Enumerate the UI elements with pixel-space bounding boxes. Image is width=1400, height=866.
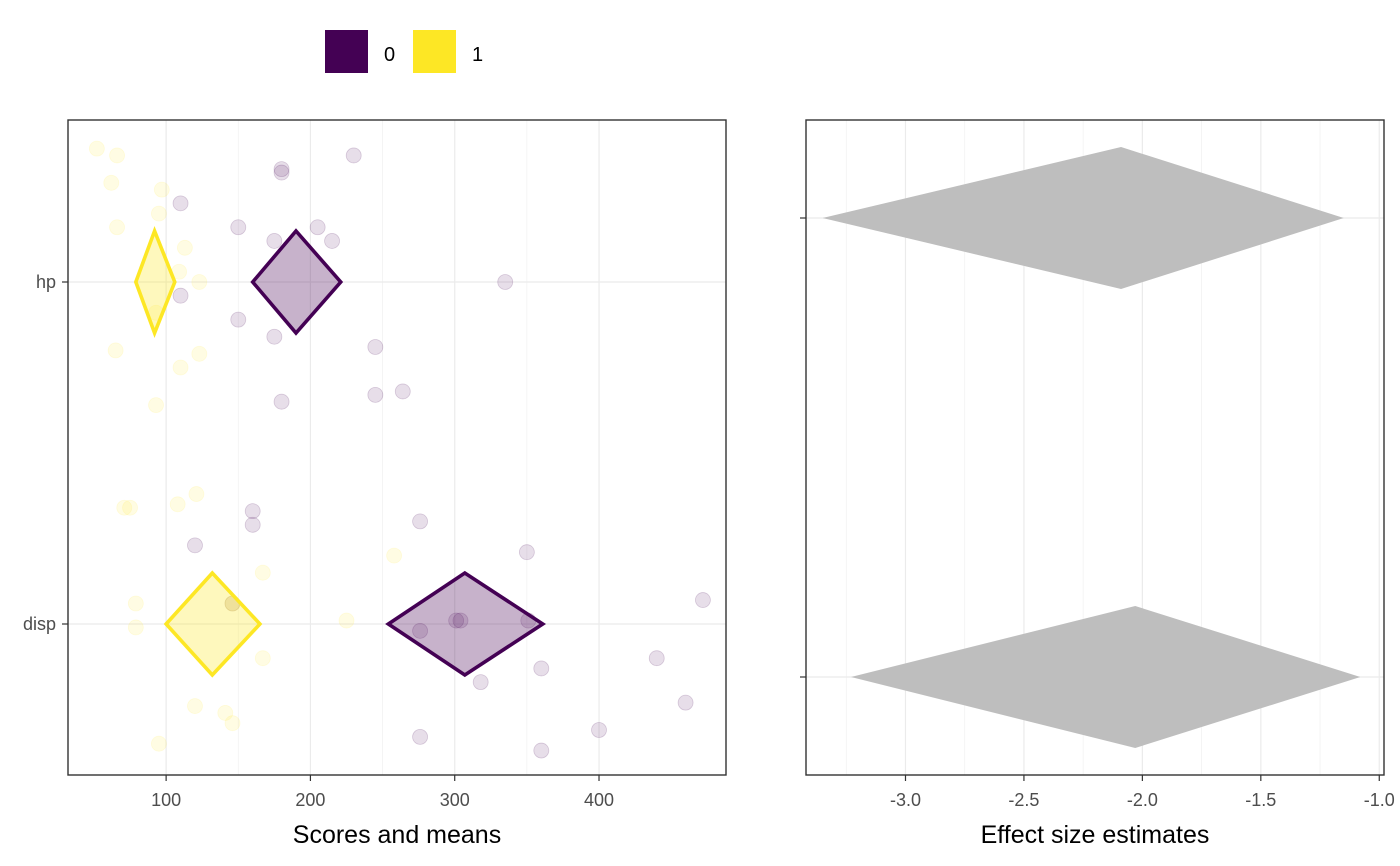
effect-size-y-axis xyxy=(800,217,806,678)
score-point xyxy=(148,397,164,414)
score-point xyxy=(230,311,247,328)
score-point xyxy=(172,195,189,212)
score-point xyxy=(122,499,138,516)
legend-key-0 xyxy=(325,30,368,73)
score-point xyxy=(412,728,428,745)
score-point xyxy=(169,496,186,513)
scores-x-axis-title: Scores and means xyxy=(293,821,501,849)
x-tick-label: 300 xyxy=(440,790,470,810)
score-point xyxy=(452,612,469,629)
scores-panel-border xyxy=(67,119,727,776)
x-tick-label: -1.0 xyxy=(1364,790,1395,810)
score-point xyxy=(533,742,550,759)
score-point xyxy=(497,274,514,290)
score-point xyxy=(273,393,290,410)
score-point xyxy=(88,140,105,157)
score-point xyxy=(472,674,489,691)
score-point xyxy=(345,147,362,164)
x-tick-label: -2.5 xyxy=(1008,790,1039,810)
score-point xyxy=(230,219,247,236)
score-point xyxy=(176,239,193,256)
legend-label-1: 1 xyxy=(472,44,483,66)
score-point xyxy=(172,287,189,304)
score-point xyxy=(309,219,326,236)
score-point xyxy=(151,205,167,222)
score-point xyxy=(254,650,271,667)
score-point xyxy=(244,516,261,533)
score-point xyxy=(187,537,203,554)
mean-diamond xyxy=(385,570,547,678)
legend-label-0: 0 xyxy=(384,44,395,66)
x-tick-label: -2.0 xyxy=(1127,790,1158,810)
score-point xyxy=(254,564,271,581)
x-tick-label: 200 xyxy=(295,790,325,810)
score-point xyxy=(103,174,120,191)
means-diamonds xyxy=(133,225,547,678)
score-point xyxy=(217,705,234,721)
scores-y-axis: hp disp xyxy=(23,272,68,634)
score-point xyxy=(116,499,133,516)
score-point xyxy=(273,164,290,181)
score-point xyxy=(677,694,694,711)
scores-gridlines xyxy=(68,120,726,775)
y-tick-label: disp xyxy=(23,614,56,634)
score-point xyxy=(266,328,283,345)
scores-x-axis: 100 200 300 400 xyxy=(151,775,614,810)
score-point xyxy=(244,503,261,520)
score-point xyxy=(187,698,203,714)
x-tick-label: -3.0 xyxy=(890,790,921,810)
legend-key-1 xyxy=(413,30,456,73)
effect-size-panel: -3.0 -2.5 -2.0 -1.5 -1.0 Effect size estimat… xyxy=(800,119,1395,849)
score-point xyxy=(338,612,355,629)
score-point xyxy=(153,181,170,198)
x-tick-label: -1.5 xyxy=(1245,790,1276,810)
legend: 0 1 xyxy=(325,30,483,73)
score-point xyxy=(695,592,711,608)
score-point xyxy=(533,660,550,677)
effect-size-diamond xyxy=(822,147,1344,289)
effect-size-diamond xyxy=(851,606,1361,748)
mean-diamond xyxy=(250,228,344,336)
mean-diamond xyxy=(163,570,263,678)
x-tick-label: 400 xyxy=(584,790,614,810)
effect-size-panel-border xyxy=(805,119,1385,776)
scores-panel-background xyxy=(68,120,726,775)
score-point xyxy=(191,345,208,362)
score-point xyxy=(448,612,465,629)
score-point xyxy=(191,274,208,290)
scores-panel: hp disp 100 200 300 400 Scores and means xyxy=(23,119,727,849)
score-point xyxy=(107,342,124,359)
score-point xyxy=(367,386,384,403)
score-point xyxy=(394,383,411,400)
score-point xyxy=(266,233,283,249)
score-point xyxy=(273,161,290,178)
score-point xyxy=(172,359,189,376)
mean-diamond xyxy=(133,225,177,339)
score-point xyxy=(367,339,384,355)
score-point xyxy=(518,544,535,561)
score-point xyxy=(386,547,403,564)
score-point xyxy=(109,219,125,236)
score-point xyxy=(412,622,428,639)
score-point xyxy=(127,595,144,612)
effect-size-x-axis-title: Effect size estimates xyxy=(981,821,1210,849)
x-tick-label: 100 xyxy=(151,790,181,810)
score-point xyxy=(127,619,144,636)
y-tick-label: hp xyxy=(36,272,56,292)
score-point xyxy=(591,722,607,738)
score-point xyxy=(151,735,167,752)
effect-size-diamonds xyxy=(822,147,1361,748)
score-point xyxy=(324,233,340,249)
score-point xyxy=(224,715,241,732)
effect-size-x-axis: -3.0 -2.5 -2.0 -1.5 -1.0 xyxy=(890,775,1395,810)
score-point xyxy=(648,650,665,667)
score-point xyxy=(188,486,205,502)
score-point xyxy=(412,513,428,530)
score-point xyxy=(109,147,125,164)
